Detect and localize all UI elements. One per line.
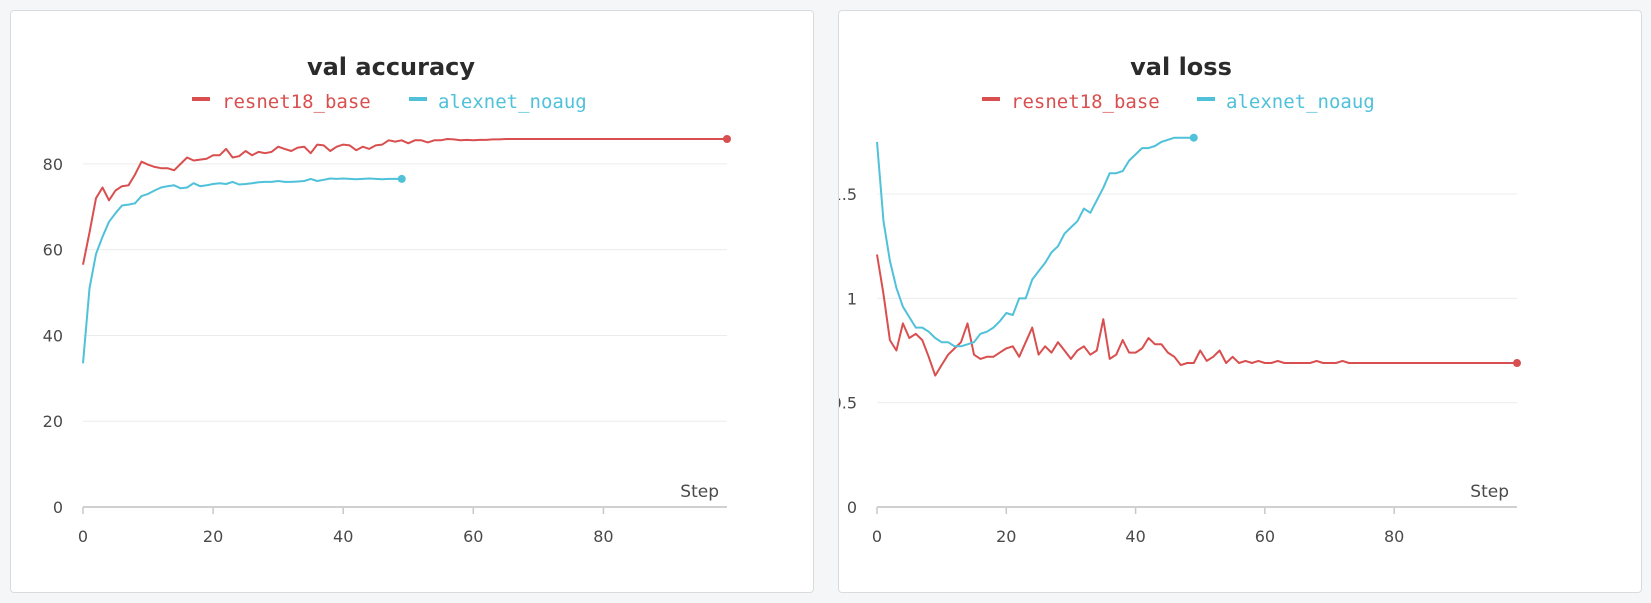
- series-lines[interactable]: [82, 135, 731, 364]
- x-axis-ticks: 0 20 40 60 80: [78, 507, 614, 546]
- series-endpoint-alexnet-noaug[interactable]: [1189, 133, 1198, 142]
- x-tick-label: 0: [78, 527, 88, 546]
- y-axis-ticks: 0 20 40 60 80: [43, 155, 727, 517]
- x-tick-label: 20: [203, 527, 223, 546]
- legend[interactable]: resnet18_base alexnet_noaug: [192, 91, 587, 113]
- series-endpoint-alexnet-noaug[interactable]: [397, 174, 406, 183]
- y-tick-label: 0: [847, 498, 857, 517]
- legend-label-alexnet-noaug[interactable]: alexnet_noaug: [1226, 91, 1375, 113]
- y-tick-label: 1.5: [839, 185, 857, 204]
- legend[interactable]: resnet18_base alexnet_noaug: [982, 91, 1375, 113]
- val-loss-panel[interactable]: val loss resnet18_base alexnet_noaug 0 0.…: [838, 10, 1642, 593]
- chart-title: val loss: [1130, 53, 1232, 81]
- series-endpoint-resnet18-base[interactable]: [723, 135, 731, 144]
- y-tick-label: 80: [43, 155, 63, 174]
- y-tick-label: 0.5: [839, 394, 857, 413]
- series-line-resnet18-base[interactable]: [82, 138, 727, 265]
- series-line-resnet18-base[interactable]: [876, 254, 1517, 377]
- x-tick-label: 60: [1255, 527, 1275, 546]
- chart-title: val accuracy: [307, 53, 475, 81]
- legend-label-resnet18-base[interactable]: resnet18_base: [222, 91, 371, 113]
- legend-label-resnet18-base[interactable]: resnet18_base: [1011, 91, 1160, 113]
- y-tick-label: 40: [43, 326, 63, 345]
- val-accuracy-panel[interactable]: val accuracy resnet18_base alexnet_noaug…: [10, 10, 814, 593]
- val-loss-chart: val loss resnet18_base alexnet_noaug 0 0.…: [839, 53, 1521, 546]
- val-accuracy-chart: val accuracy resnet18_base alexnet_noaug…: [43, 53, 731, 546]
- y-tick-label: 0: [53, 498, 63, 517]
- x-axis-label: Step: [1470, 482, 1509, 502]
- x-tick-label: 40: [1125, 527, 1145, 546]
- x-tick-label: 20: [996, 527, 1016, 546]
- x-tick-label: 0: [872, 527, 882, 546]
- y-axis-ticks: 0 0.5 1 1.5: [839, 185, 1517, 517]
- y-tick-label: 20: [43, 412, 63, 431]
- x-tick-label: 60: [463, 527, 483, 546]
- series-line-alexnet-noaug[interactable]: [82, 177, 402, 364]
- y-tick-label: 60: [43, 241, 63, 260]
- legend-label-alexnet-noaug[interactable]: alexnet_noaug: [438, 91, 587, 113]
- x-tick-label: 40: [333, 527, 353, 546]
- series-endpoint-resnet18-base[interactable]: [1513, 359, 1521, 368]
- x-tick-label: 80: [593, 527, 613, 546]
- x-axis-label: Step: [680, 482, 719, 502]
- x-axis-ticks: 0 20 40 60 80: [872, 507, 1404, 546]
- x-tick-label: 80: [1384, 527, 1404, 546]
- series-lines[interactable]: [876, 133, 1521, 377]
- series-line-alexnet-noaug[interactable]: [876, 136, 1194, 348]
- y-tick-label: 1: [847, 289, 857, 308]
